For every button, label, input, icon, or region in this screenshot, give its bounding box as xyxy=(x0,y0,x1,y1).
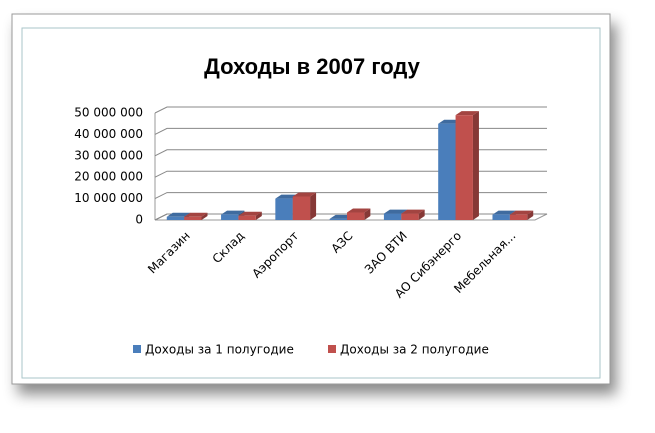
bar-top xyxy=(455,111,479,116)
back-wall xyxy=(167,107,547,214)
y-tick-label: 50 000 000 xyxy=(74,106,143,120)
y-tick-label: 40 000 000 xyxy=(74,127,143,141)
bar-side xyxy=(418,209,425,220)
grid-line xyxy=(154,106,547,114)
bar-top xyxy=(509,210,534,215)
bar xyxy=(221,214,239,220)
bar-side xyxy=(255,211,262,220)
bar xyxy=(184,216,202,220)
bar-side xyxy=(472,111,479,220)
bar xyxy=(383,213,402,220)
bar-side xyxy=(527,210,534,220)
bar-top xyxy=(166,212,191,217)
y-tick-label: 30 000 000 xyxy=(74,148,143,162)
bar xyxy=(275,198,293,220)
bar-top xyxy=(492,210,516,215)
y-tick-label: 10 000 000 xyxy=(74,191,143,205)
chart-title: Доходы в 2007 году xyxy=(204,54,420,79)
bar xyxy=(329,218,347,220)
bar xyxy=(438,123,456,220)
bar xyxy=(292,196,311,220)
legend-swatch xyxy=(328,345,336,353)
grid-line xyxy=(154,192,547,200)
bar xyxy=(166,216,185,220)
y-tick-label: 20 000 000 xyxy=(74,170,143,184)
legend-label: Доходы за 1 полугодие xyxy=(145,343,294,357)
bar-top xyxy=(238,211,262,216)
legend-swatch xyxy=(133,345,141,353)
bar-top xyxy=(184,212,208,217)
grid-line xyxy=(154,127,547,135)
bar xyxy=(509,214,528,220)
grid-line xyxy=(154,170,547,178)
bar-top xyxy=(292,192,317,197)
bar-side xyxy=(310,192,317,220)
bar-top xyxy=(401,209,425,214)
bar xyxy=(455,115,473,220)
bar-top xyxy=(383,209,408,214)
bar-top xyxy=(221,210,245,215)
grid-line xyxy=(154,149,547,157)
bar xyxy=(238,215,256,220)
bar-side xyxy=(201,212,208,220)
y-tick-label: 0 xyxy=(135,213,143,227)
bar xyxy=(492,214,510,220)
bar xyxy=(347,212,365,220)
bar-top xyxy=(347,208,371,213)
legend-label: Доходы за 2 полугодие xyxy=(340,343,489,357)
bar-side xyxy=(364,208,371,220)
bar xyxy=(401,213,419,220)
